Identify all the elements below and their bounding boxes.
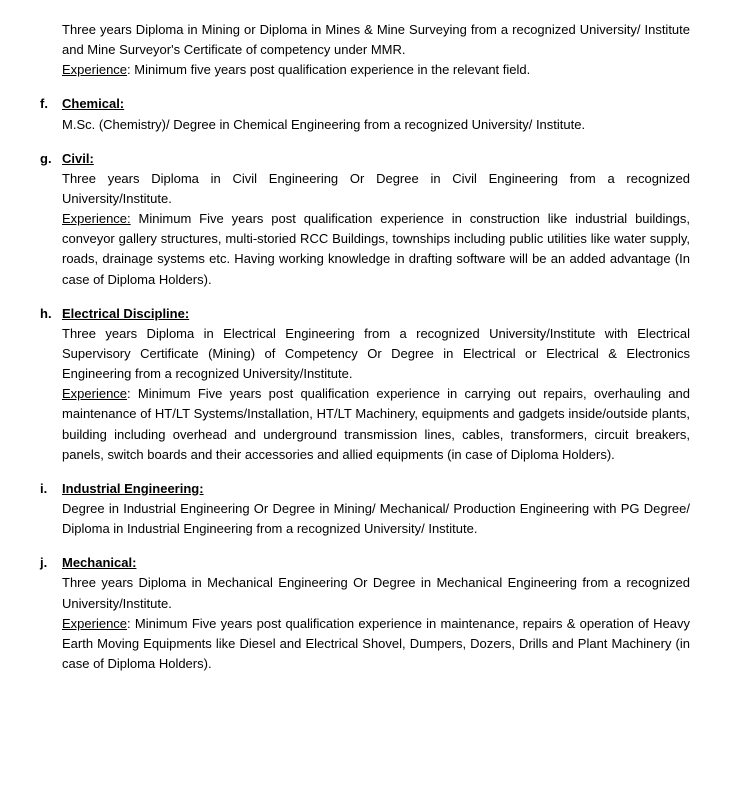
intro-qual: Three years Diploma in Mining or Diploma… (62, 20, 690, 60)
exp-text-h: : Minimum Five years post qualification … (62, 386, 690, 461)
qual-i: Degree in Industrial Engineering Or Degr… (62, 499, 690, 539)
marker-g: g. (40, 149, 62, 290)
marker-j: j. (40, 553, 62, 674)
qual-h: Three years Diploma in Electrical Engine… (62, 324, 690, 384)
exp-h: Experience: Minimum Five years post qual… (62, 384, 690, 465)
exp-label-g: Experience: (62, 211, 131, 226)
exp-label-j: Experience (62, 616, 127, 631)
exp-text-g: Minimum Five years post qualification ex… (62, 211, 690, 286)
qual-f: M.Sc. (Chemistry)/ Degree in Chemical En… (62, 115, 690, 135)
section-f: f. Chemical: M.Sc. (Chemistry)/ Degree i… (40, 94, 690, 134)
heading-i: Industrial Engineering: (62, 479, 690, 499)
marker-h: h. (40, 304, 62, 465)
heading-h: Electrical Discipline: (62, 304, 690, 324)
section-j: j. Mechanical: Three years Diploma in Me… (40, 553, 690, 674)
intro-exp-text: : Minimum five years post qualification … (127, 62, 530, 77)
content-h: Electrical Discipline: Three years Diplo… (62, 304, 690, 465)
exp-g: Experience: Minimum Five years post qual… (62, 209, 690, 290)
content-j: Mechanical: Three years Diploma in Mecha… (62, 553, 690, 674)
exp-j: Experience: Minimum Five years post qual… (62, 614, 690, 674)
exp-label-h: Experience (62, 386, 127, 401)
marker-i: i. (40, 479, 62, 539)
qual-g: Three years Diploma in Civil Engineering… (62, 169, 690, 209)
heading-g: Civil: (62, 149, 690, 169)
qual-j: Three years Diploma in Mechanical Engine… (62, 573, 690, 613)
content-g: Civil: Three years Diploma in Civil Engi… (62, 149, 690, 290)
intro-exp-label: Experience (62, 62, 127, 77)
intro-exp: Experience: Minimum five years post qual… (62, 60, 690, 80)
exp-text-j: : Minimum Five years post qualification … (62, 616, 690, 671)
heading-j: Mechanical: (62, 553, 690, 573)
content-f: Chemical: M.Sc. (Chemistry)/ Degree in C… (62, 94, 690, 134)
section-i: i. Industrial Engineering: Degree in Ind… (40, 479, 690, 539)
content-i: Industrial Engineering: Degree in Indust… (62, 479, 690, 539)
intro-block: Three years Diploma in Mining or Diploma… (62, 20, 690, 80)
heading-f: Chemical: (62, 94, 690, 114)
section-h: h. Electrical Discipline: Three years Di… (40, 304, 690, 465)
section-g: g. Civil: Three years Diploma in Civil E… (40, 149, 690, 290)
marker-f: f. (40, 94, 62, 134)
